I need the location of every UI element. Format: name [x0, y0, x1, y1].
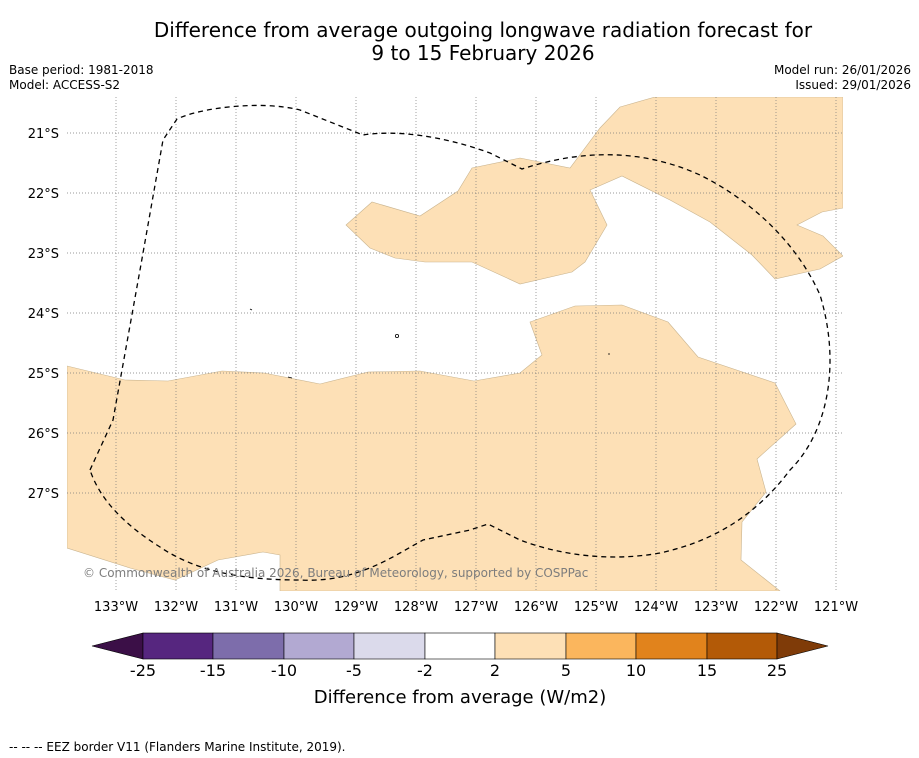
- colorbar-tick: -15: [200, 661, 226, 680]
- colorbar-tick: 10: [626, 661, 646, 680]
- lon-label: 130°W: [274, 600, 318, 615]
- lon-label: 122°W: [754, 600, 798, 615]
- lon-label: 131°W: [214, 600, 258, 615]
- model-name: Model: ACCESS-S2: [9, 78, 121, 92]
- lon-label: 125°W: [574, 600, 618, 615]
- colorbar-tick: 15: [697, 661, 717, 680]
- colorbar-segment: [283, 632, 355, 660]
- colorbar-tick: -2: [417, 661, 433, 680]
- anomaly-region-south: [67, 304, 797, 591]
- lon-label: 124°W: [634, 600, 678, 615]
- lon-label: 132°W: [154, 600, 198, 615]
- model-run: Model run: 26/01/2026: [773, 63, 911, 77]
- colorbar-segment: [424, 632, 496, 660]
- colorbar-tick: 25: [767, 661, 787, 680]
- colorbar-segment: [494, 632, 567, 660]
- base-period: Base period: 1981-2018: [9, 63, 154, 77]
- meta-right: Model run: 26/01/2026 Issued: 29/01/2026: [774, 63, 911, 93]
- colorbar-tick: 2: [490, 661, 500, 680]
- colorbar-extend-low: [91, 632, 144, 660]
- lat-axis-labels: 21°S 22°S 23°S 24°S 25°S 26°S 27°S: [28, 127, 59, 502]
- colorbar-segment: [706, 632, 778, 660]
- island: [249, 308, 253, 311]
- chart-title: Difference from average outgoing longwav…: [0, 19, 919, 65]
- colorbar-segment: [142, 632, 214, 660]
- map-panel: © Commonwealth of Australia 2026, Bureau…: [67, 97, 843, 591]
- island: [394, 333, 399, 338]
- colorbar-tick: -10: [271, 661, 297, 680]
- title-line-1: Difference from average outgoing longwav…: [153, 18, 813, 42]
- lat-label: 22°S: [28, 187, 59, 202]
- lon-label: 126°W: [514, 600, 558, 615]
- footnote: -- -- -- EEZ border V11 (Flanders Marine…: [9, 740, 346, 754]
- issued-date: Issued: 29/01/2026: [795, 78, 911, 92]
- colorbar-extend-high: [776, 632, 829, 660]
- lat-label: 26°S: [28, 427, 59, 442]
- colorbar-segment: [353, 632, 426, 660]
- colorbar-tick: -25: [130, 661, 156, 680]
- eez-border: [89, 104, 831, 581]
- lon-label: 129°W: [334, 600, 378, 615]
- lon-axis-labels: 133°W 132°W 131°W 130°W 129°W 128°W 127°…: [94, 600, 858, 615]
- meta-left: Base period: 1981-2018 Model: ACCESS-S2: [9, 63, 154, 93]
- lon-label: 133°W: [94, 600, 138, 615]
- colorbar-tick: 5: [561, 661, 571, 680]
- islands: [249, 308, 610, 379]
- colorbar-tick: -5: [346, 661, 362, 680]
- copyright-text: © Commonwealth of Australia 2026, Bureau…: [83, 566, 588, 580]
- lon-label: 123°W: [694, 600, 738, 615]
- lat-label: 27°S: [28, 487, 59, 502]
- graticule: [67, 97, 843, 591]
- lat-label: 21°S: [28, 127, 59, 142]
- anomaly-shading: [67, 97, 843, 591]
- colorbar-label: Difference from average (W/m2): [314, 687, 606, 708]
- lon-label: 121°W: [814, 600, 858, 615]
- lat-label: 25°S: [28, 367, 59, 382]
- title-line-2: 9 to 15 February 2026: [371, 41, 595, 65]
- anomaly-region-north: [345, 97, 843, 285]
- colorbar-ticks: -25 -15 -10 -5 -2 2 5 10 15 25: [130, 661, 787, 680]
- lat-label: 24°S: [28, 307, 59, 322]
- colorbar-segment: [635, 632, 708, 660]
- island: [287, 376, 293, 379]
- lat-label: 23°S: [28, 247, 59, 262]
- colorbar: [91, 632, 829, 660]
- lon-label: 127°W: [454, 600, 498, 615]
- colorbar-segment: [565, 632, 637, 660]
- colorbar-segment: [212, 632, 285, 660]
- lon-label: 128°W: [394, 600, 438, 615]
